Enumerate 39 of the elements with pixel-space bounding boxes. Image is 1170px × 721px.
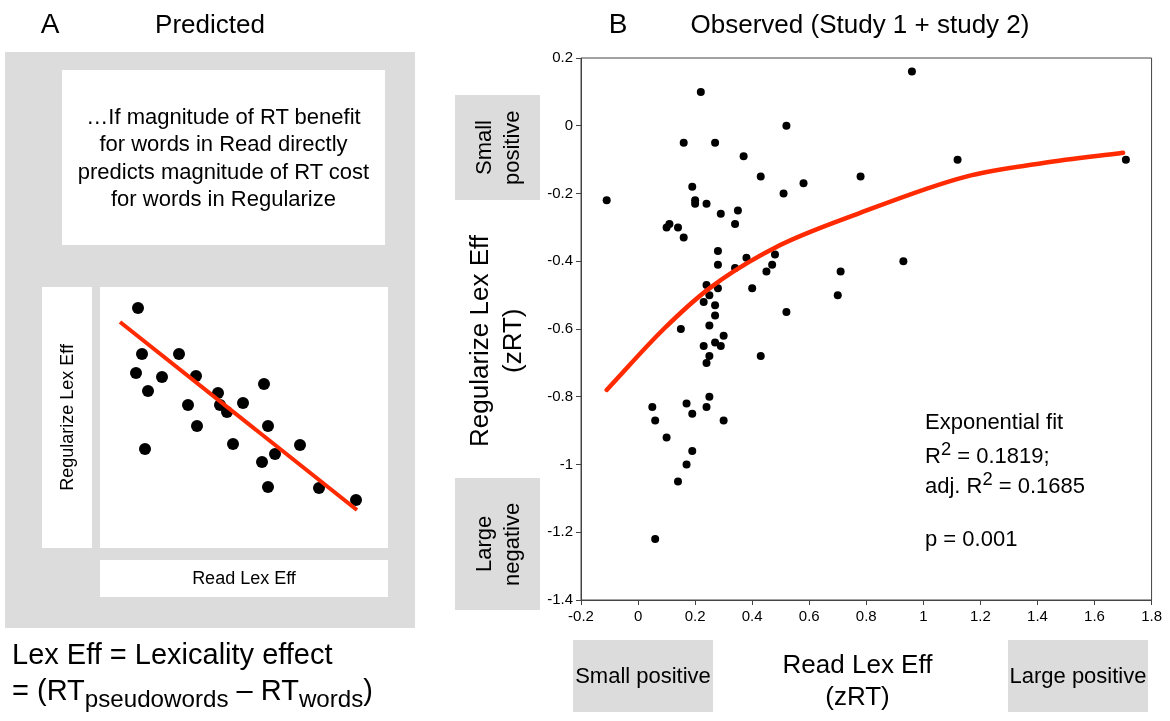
x-tick-label: 0 (633, 607, 643, 625)
text: Regularize Lex Eff (55, 344, 78, 491)
text: Read Lex Eff (192, 567, 296, 590)
annotation: R$^{2}$ = 0.1819; (925, 438, 1050, 470)
text: Large negative (470, 501, 525, 588)
y-tick-label: -1.2 (547, 522, 573, 540)
x-tick-label: 1.4 (1027, 607, 1048, 625)
y-tick-label: -0.4 (547, 251, 573, 269)
y-tick-label: -1.4 (547, 590, 573, 608)
x-tick-label: 1.2 (969, 607, 991, 625)
text: Small positive (470, 109, 525, 187)
y-tick-label: 0 (564, 115, 573, 133)
text: Large positive (1009, 662, 1147, 690)
annotation: p = 0.001 (925, 525, 1018, 553)
x-tick-label: 0.6 (798, 607, 820, 625)
y-tick-label: -1 (559, 454, 573, 472)
y-tick-label: -0.2 (547, 183, 573, 201)
y-tick-label: 0.2 (552, 48, 573, 66)
x-tick-label: 1.6 (1084, 607, 1105, 625)
annotation: Exponential fit (925, 408, 1064, 436)
x-tick-label: 1.8 (1141, 607, 1162, 625)
text: Predicted (155, 8, 265, 41)
y-tick-label: -0.8 (547, 386, 573, 404)
x-tick-label: 0.4 (741, 607, 763, 625)
x-axis-title: Read Lex Eff (zRT) (781, 647, 934, 713)
text: Lex Eff = Lexicality effect (12, 637, 333, 672)
text: A (40, 7, 60, 41)
text: = (RT$_{pseudowords}$ – RT$_{words}$) (12, 673, 373, 714)
text: Small positive (575, 662, 711, 690)
text: …If magnitude of RT benefit for words in Read directly predicts magnitude of RT cost for words in Regularize (76, 102, 371, 213)
x-tick-label: 1 (919, 607, 928, 625)
annotation: adj. R$^{2}$ = 0.1685 (925, 468, 1086, 500)
x-tick-label: 0.2 (684, 607, 706, 625)
chart-title: Observed (Study 1 + study 2) (690, 8, 1030, 41)
y-tick-label: -0.6 (547, 319, 573, 337)
y-axis-title: Regularize Lex Eff (zRT) (462, 234, 527, 449)
text: B (608, 7, 628, 41)
line-series (604, 150, 1126, 393)
x-tick-label: 0.8 (855, 607, 877, 625)
